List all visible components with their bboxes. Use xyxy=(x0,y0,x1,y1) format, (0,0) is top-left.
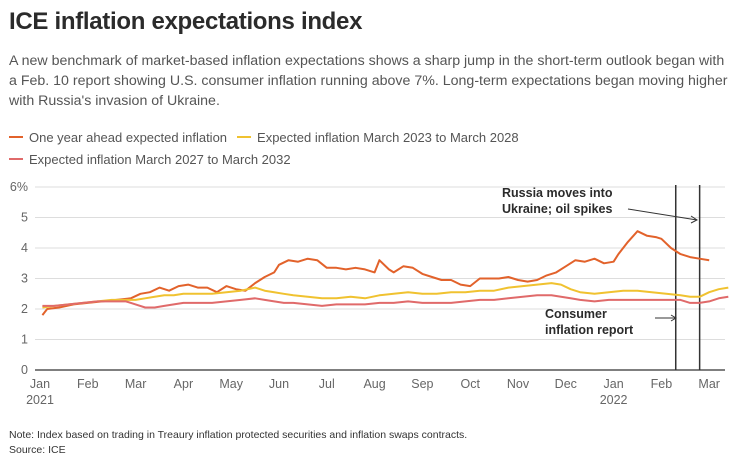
gridlines xyxy=(35,186,725,371)
line-chart: 0 1 2 3 4 5 6% Jan 2021 Feb Mar Apr May Jun Jul Aug Sep… xyxy=(10,180,729,407)
series-line-1 xyxy=(42,282,729,309)
annotation-russia-line2: Ukraine; oil spikes xyxy=(502,202,613,216)
x-tick-label: Oct xyxy=(460,377,480,391)
event-lines xyxy=(674,185,701,370)
annotation-arrow-cpi xyxy=(655,314,677,322)
legend-item-2023-2028: Expected inflation March 2023 to March 2… xyxy=(237,130,519,145)
y-tick-label: 4 xyxy=(21,241,28,255)
annotation-arrow-russia xyxy=(627,208,698,224)
y-tick-label: 5 xyxy=(21,211,28,225)
x-tick-label: Mar xyxy=(125,377,147,391)
footnote: Note: Index based on trading in Treaury … xyxy=(9,428,467,458)
annotation-cpi-line2: inflation report xyxy=(545,323,634,337)
x-tick-label: Jan xyxy=(604,377,624,391)
x-tick-label: Jan xyxy=(30,377,50,391)
x-tick-label: Sep xyxy=(411,377,433,391)
x-tick-label: May xyxy=(219,377,243,391)
y-axis: 0 1 2 3 4 5 6% xyxy=(10,180,28,377)
x-tick-label: Feb xyxy=(77,377,99,391)
legend-item-one-year: One year ahead expected inflation xyxy=(9,130,227,145)
x-tick-label: Mar xyxy=(698,377,720,391)
x-tick-year-label: 2022 xyxy=(600,393,628,407)
note-text: Note: Index based on trading in Treaury … xyxy=(9,429,468,441)
x-tick-year-label: 2021 xyxy=(26,393,54,407)
legend-label: Expected inflation March 2023 to March 2… xyxy=(257,129,519,145)
y-tick-label: 2 xyxy=(21,302,28,316)
annotation-russia-line1: Russia moves into xyxy=(502,186,613,200)
x-tick-label: Jun xyxy=(269,377,289,391)
source-text: Source: ICE xyxy=(9,444,66,456)
y-tick-label: 0 xyxy=(21,363,28,377)
x-tick-label: Nov xyxy=(507,377,530,391)
x-tick-label: Apr xyxy=(174,377,193,391)
legend-swatch xyxy=(237,136,252,138)
legend: One year ahead expected inflation Expect… xyxy=(9,126,529,170)
x-axis: Jan 2021 Feb Mar Apr May Jun Jul Aug Sep Oct Nov Dec… xyxy=(26,377,720,407)
y-tick-label: 1 xyxy=(21,333,28,347)
annotation-cpi-line1: Consumer xyxy=(545,307,607,321)
y-tick-label: 6% xyxy=(10,180,28,194)
x-tick-label: Feb xyxy=(651,377,673,391)
x-tick-label: Aug xyxy=(363,377,385,391)
y-tick-label: 3 xyxy=(21,272,28,286)
legend-label: One year ahead expected inflation xyxy=(29,129,228,145)
legend-item-2027-2032: Expected inflation March 2027 to March 2… xyxy=(9,152,291,167)
series-lines xyxy=(41,230,729,316)
x-tick-label: Jul xyxy=(319,377,335,391)
series-line-0 xyxy=(41,230,710,316)
chart-title: ICE inflation expectations index xyxy=(9,8,363,35)
legend-label: Expected inflation March 2027 to March 2… xyxy=(29,151,291,167)
legend-swatch xyxy=(9,136,23,138)
series-line-2 xyxy=(42,294,729,309)
annotations: Russia moves into Ukraine; oil spikes Co… xyxy=(502,186,698,337)
chart-subtitle: A new benchmark of market-based inflatio… xyxy=(9,53,728,109)
legend-swatch xyxy=(9,158,23,160)
x-tick-label: Dec xyxy=(555,377,577,391)
